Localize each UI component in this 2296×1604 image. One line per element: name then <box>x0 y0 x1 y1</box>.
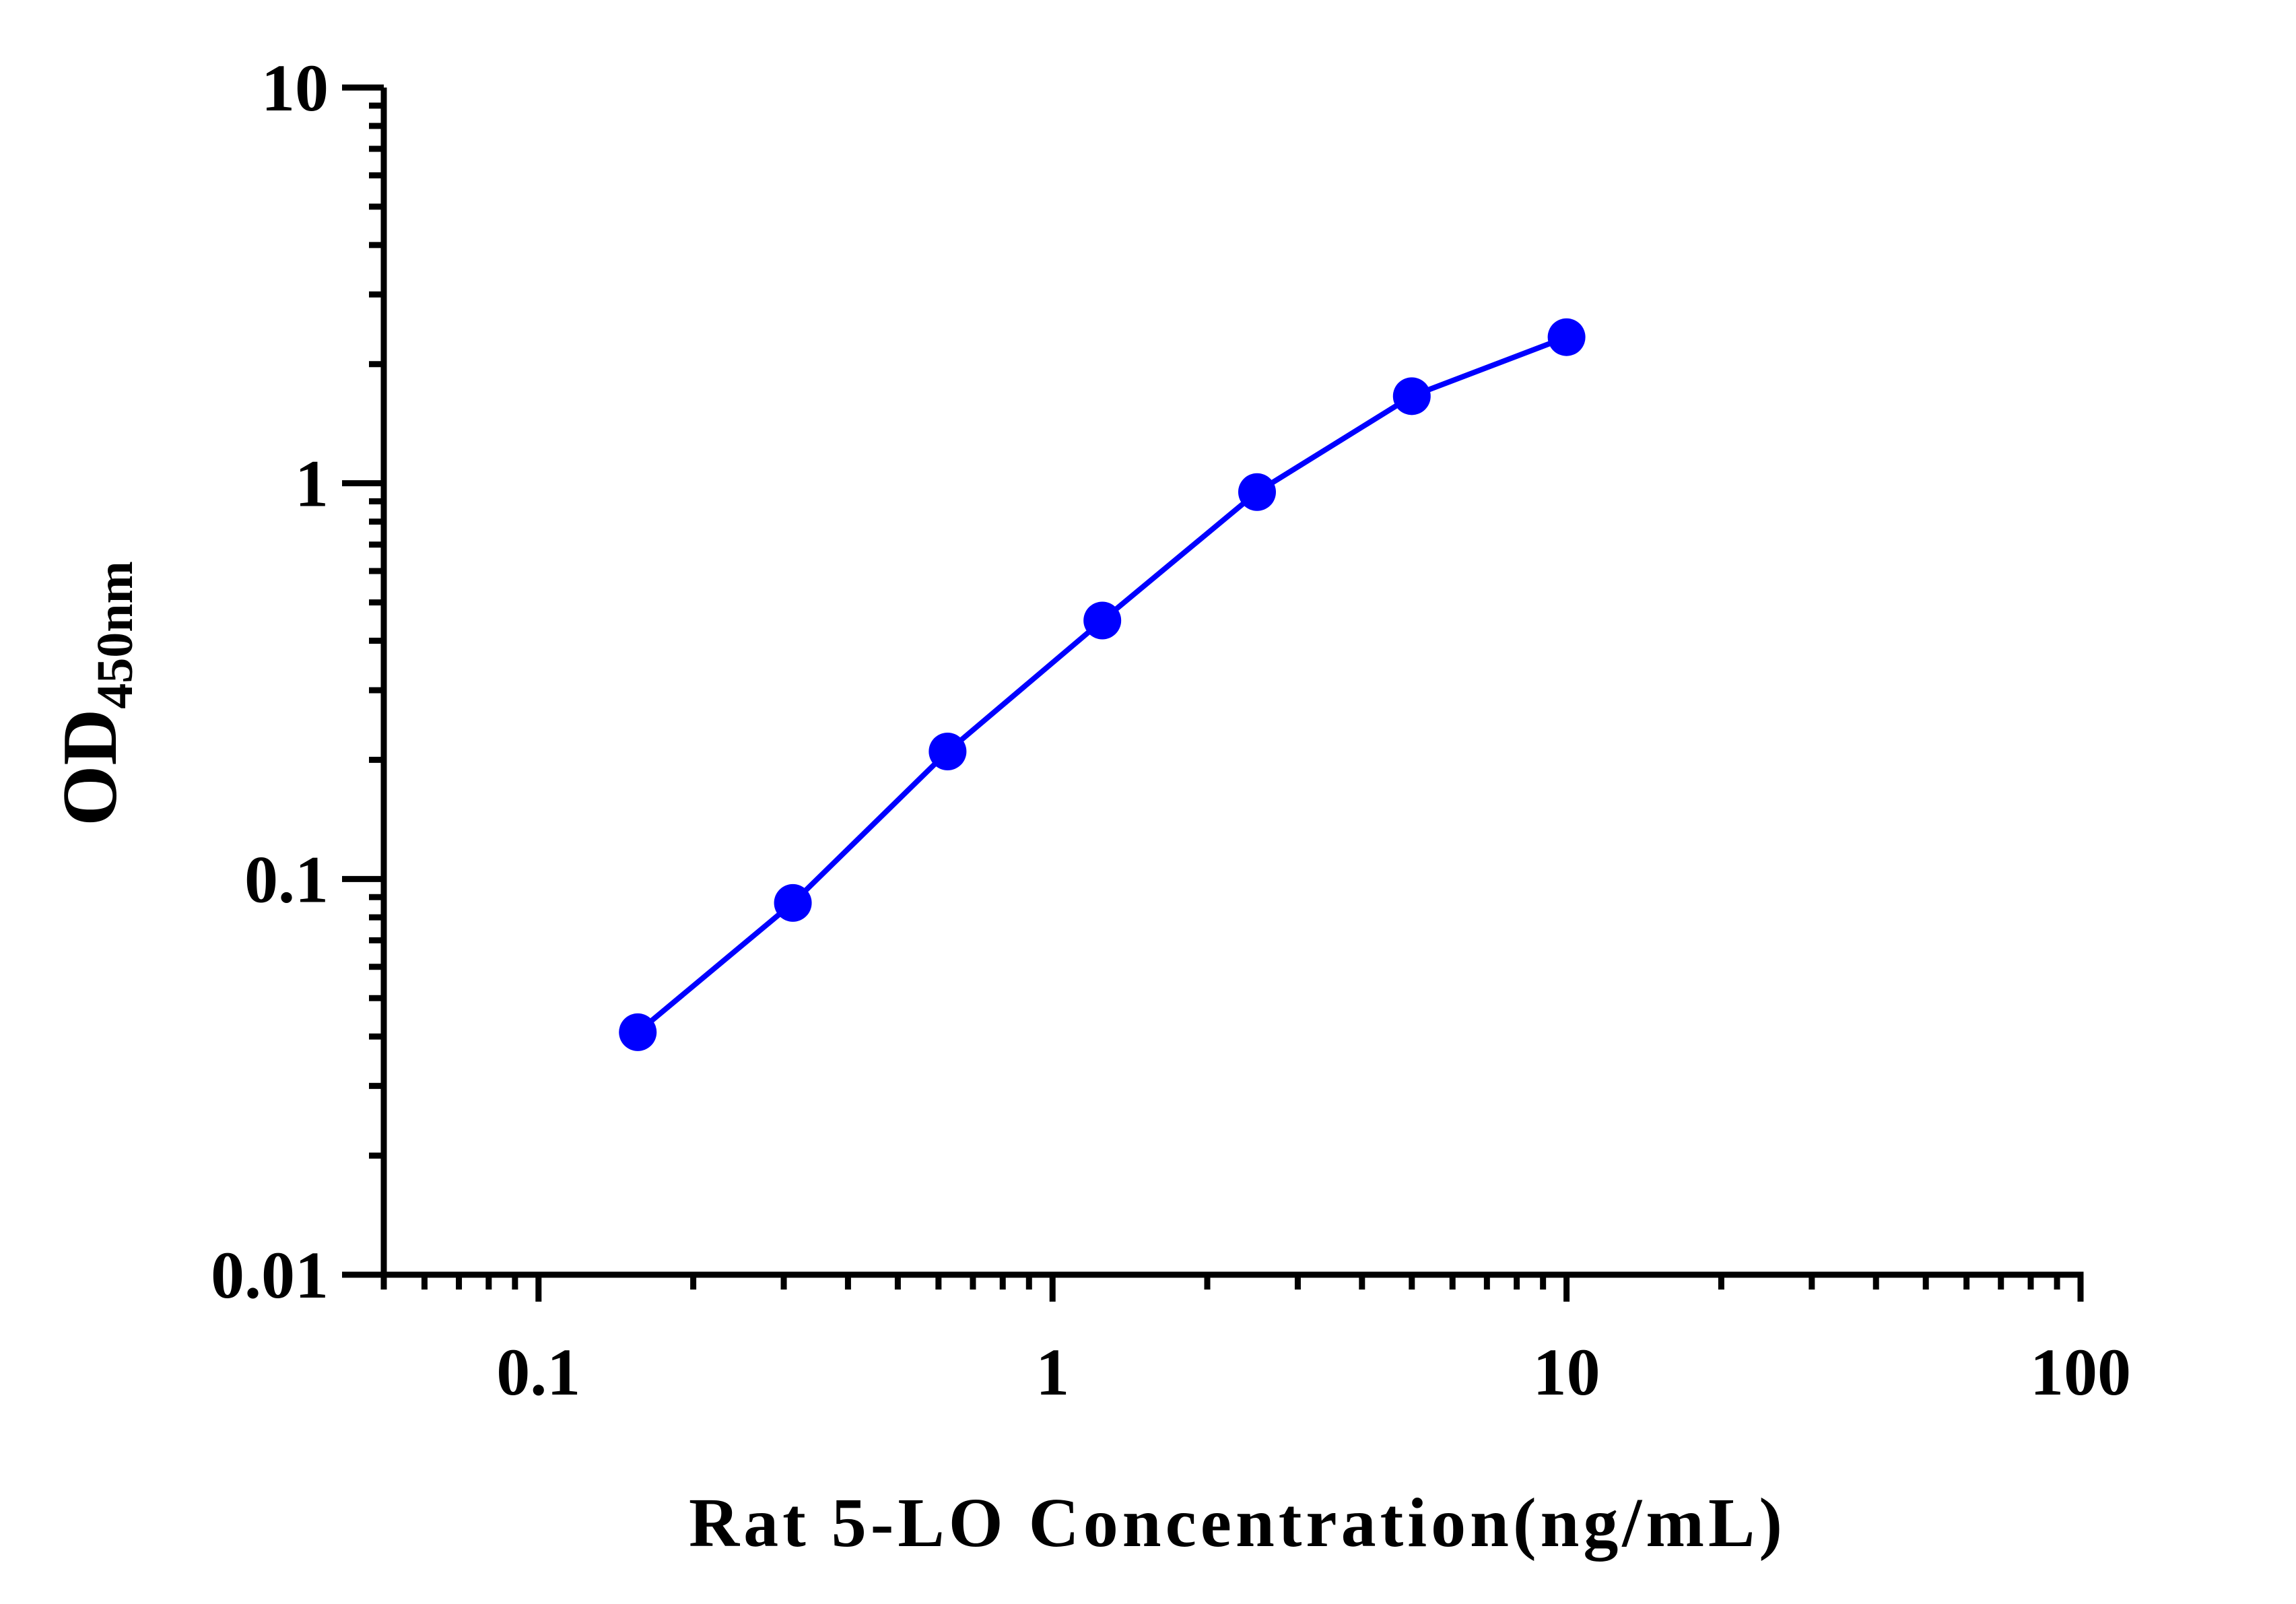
data-point <box>1238 473 1276 511</box>
y-axis-title-main: OD <box>47 709 133 826</box>
x-tick-label: 10 <box>1533 1335 1600 1409</box>
tick-labels: 0.1 1 10 100 0.01 0.1 1 10 <box>211 51 2131 1409</box>
plot-area <box>619 318 1586 1051</box>
axes <box>342 84 2084 1302</box>
data-point <box>619 1013 657 1051</box>
data-point <box>928 732 967 770</box>
y-axis-title: OD450nm <box>47 561 143 826</box>
x-tick-label: 100 <box>2030 1335 2131 1409</box>
x-axis-title: Rat 5-LO Concentration(ng/mL) <box>689 1484 1786 1562</box>
data-point <box>1392 377 1431 415</box>
y-tick-label: 10 <box>261 51 329 125</box>
y-tick-label: 0.1 <box>244 842 329 916</box>
series-line <box>636 334 1568 1034</box>
data-point <box>1083 601 1122 640</box>
y-tick-label: 1 <box>295 446 329 521</box>
x-tick-label: 0.1 <box>496 1335 580 1409</box>
data-point <box>1547 318 1586 356</box>
x-tick-label: 1 <box>1036 1335 1069 1409</box>
y-tick-label: 0.01 <box>211 1238 329 1312</box>
data-point <box>774 883 812 922</box>
y-axis-title-sub: 450nm <box>87 561 143 709</box>
